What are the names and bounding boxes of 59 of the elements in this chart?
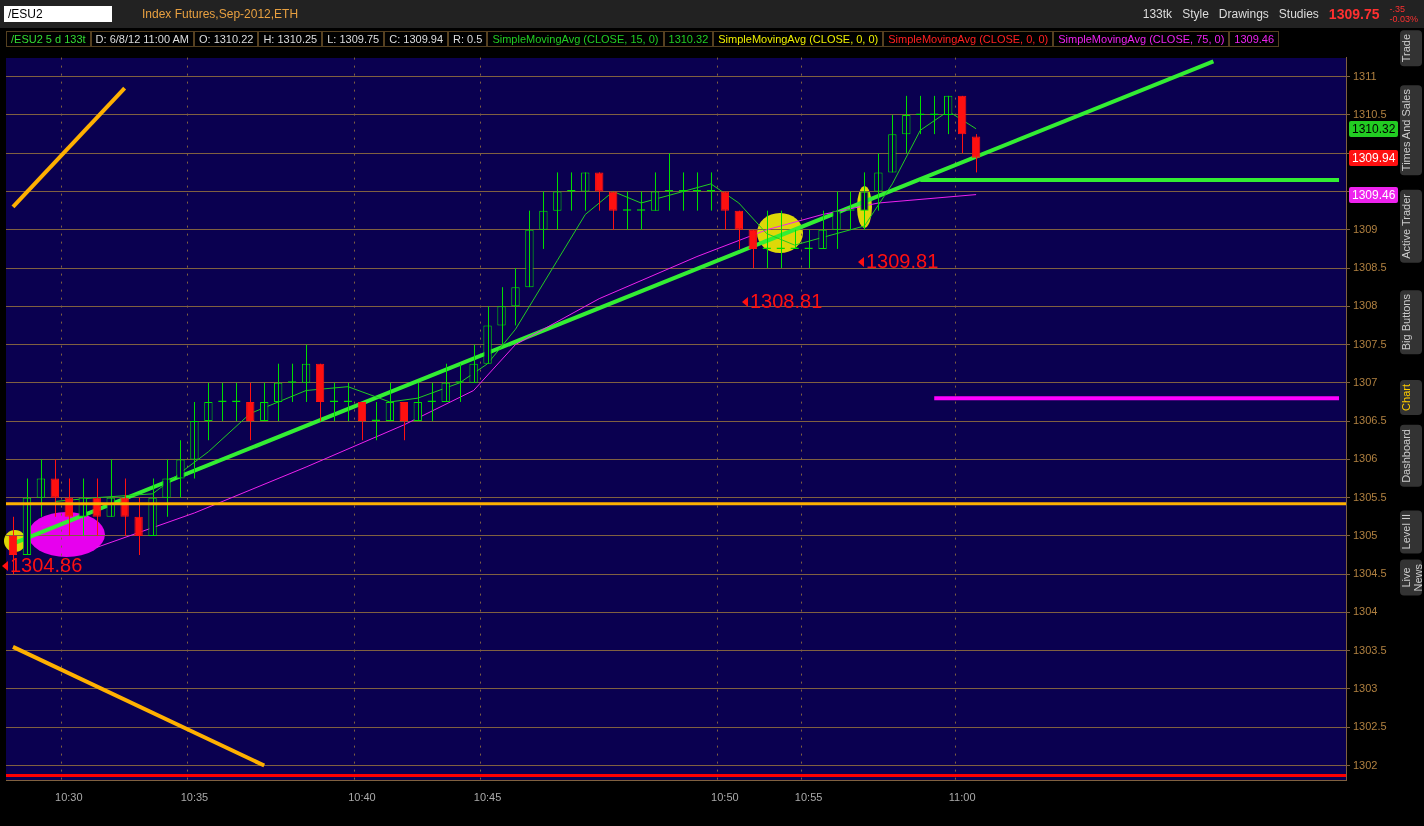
text: SimpleMovingAvg (CLOSE, 0, 0): [713, 30, 884, 47]
text: SimpleMovingAvg (CLOSE, 15, 0): [487, 30, 664, 47]
text: 1309.94: [1349, 149, 1399, 166]
text: O: 1310.22: [193, 30, 259, 47]
y-tick-label: 1306: [1353, 452, 1378, 465]
x-tick-label: 10:45: [473, 791, 502, 804]
text: /ESU2: [4, 6, 112, 22]
text: Studies: [1278, 7, 1319, 21]
text: SimpleMovingAvg (CLOSE, 0, 0): [883, 30, 1054, 47]
y-tick-label: 1311: [1353, 69, 1377, 82]
annotation: 1309.81: [866, 250, 939, 273]
text: Style: [1182, 7, 1209, 21]
text: Live News: [1400, 560, 1424, 596]
y-tick-label: 1308: [1353, 299, 1378, 312]
y-tick-label: 1304: [1353, 605, 1378, 618]
y-tick-label: 1309: [1353, 222, 1378, 235]
text: /ESU2 5 d 133t: [6, 30, 91, 47]
text: C: 1309.94: [384, 30, 449, 47]
text: 133tk: [1142, 7, 1173, 21]
text: Trade: [1400, 30, 1422, 67]
x-tick-label: 10:30: [55, 791, 83, 804]
text: R: 0.5: [448, 30, 488, 47]
x-tick-label: 10:55: [794, 791, 823, 804]
annotation: 1308.81: [750, 290, 823, 313]
text: Dashboard: [1400, 425, 1422, 487]
chart-title: Index Futures,Sep-2012,ETH: [142, 7, 299, 21]
y-tick-label: 1302: [1353, 758, 1378, 771]
y-tick-label: 1310.5: [1353, 108, 1387, 121]
y-tick-label: 1308.5: [1353, 261, 1387, 274]
text: L: 1309.75: [322, 30, 385, 47]
y-tick-label: 1307: [1353, 375, 1378, 388]
y-tick-label: 1304.5: [1353, 567, 1387, 580]
text: Big Buttons: [1400, 290, 1422, 355]
y-tick-label: 1302.5: [1353, 720, 1387, 733]
text: H: 1310.25: [258, 30, 323, 47]
y-tick-label: 1307.5: [1353, 337, 1387, 350]
y-tick-label: 1303.5: [1353, 643, 1387, 656]
text: 1309.46: [1229, 30, 1280, 47]
y-tick-label: 1306.5: [1353, 414, 1387, 427]
text: 1309.75: [1328, 6, 1380, 22]
text: Chart: [1400, 380, 1422, 415]
text: SimpleMovingAvg (CLOSE, 75, 0): [1053, 30, 1230, 47]
y-tick-label: 1305.5: [1353, 490, 1387, 503]
text: -0.03%: [1389, 14, 1418, 24]
x-tick-label: 10:50: [711, 791, 739, 804]
y-tick-label: 1303: [1353, 682, 1378, 694]
y-tick-label: 1305: [1353, 528, 1378, 541]
text: D: 6/8/12 11:00 AM: [90, 30, 194, 47]
text: Level II: [1400, 510, 1422, 554]
x-tick-label: 10:40: [348, 791, 376, 804]
text: Active Trader: [1400, 190, 1422, 263]
text: Times And Sales: [1400, 85, 1422, 176]
text: 1310.32: [1349, 120, 1399, 137]
text: -.35: [1389, 4, 1406, 14]
text: 1309.46: [1349, 186, 1399, 203]
text: 1310.32: [663, 30, 714, 47]
text: Drawings: [1218, 7, 1269, 21]
x-tick-label: 11:00: [948, 791, 976, 804]
x-tick-label: 10:35: [180, 791, 209, 804]
